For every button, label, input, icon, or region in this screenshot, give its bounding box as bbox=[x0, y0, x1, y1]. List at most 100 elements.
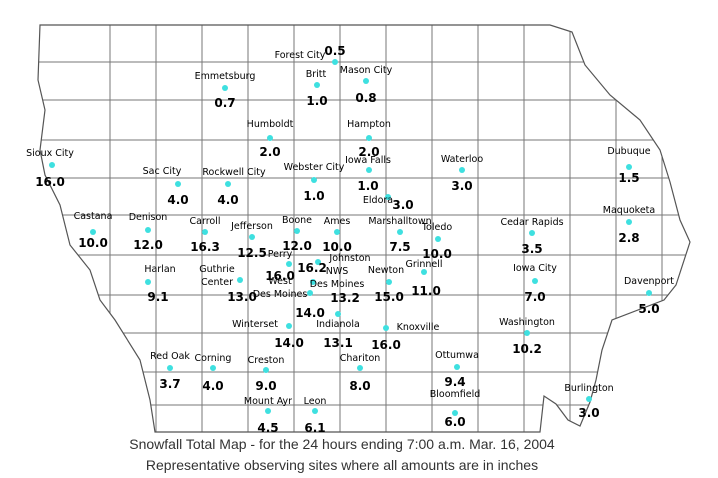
station-name: Burlington bbox=[564, 383, 613, 394]
station-name: Castana bbox=[74, 211, 113, 222]
snowfall-amount: 16.3 bbox=[190, 240, 220, 254]
snowfall-amount: 14.0 bbox=[274, 336, 304, 350]
station-name: Dubuque bbox=[607, 146, 650, 157]
snowfall-amount: 2.0 bbox=[259, 145, 280, 159]
station-dot bbox=[366, 167, 372, 173]
station-dot bbox=[265, 408, 271, 414]
snowfall-amount: 1.0 bbox=[357, 179, 378, 193]
snowfall-amount: 4.5 bbox=[257, 421, 278, 435]
station-dot bbox=[175, 181, 181, 187]
snowfall-amount: 9.0 bbox=[255, 379, 276, 393]
snowfall-amount: 0.7 bbox=[214, 96, 235, 110]
station-dot bbox=[421, 269, 427, 275]
station-name: Webster City bbox=[284, 162, 345, 173]
station-name: Carroll bbox=[190, 216, 221, 227]
station-dot bbox=[524, 330, 530, 336]
station-name: Winterset bbox=[232, 319, 278, 330]
station-dot bbox=[626, 219, 632, 225]
station-name: Boone bbox=[282, 215, 312, 226]
station-name: West bbox=[268, 276, 292, 287]
station-dot bbox=[435, 236, 441, 242]
snowfall-amount: 2.8 bbox=[618, 231, 639, 245]
snowfall-amount: 3.5 bbox=[521, 242, 542, 256]
station-dot bbox=[586, 396, 592, 402]
station-name: Center bbox=[201, 277, 233, 288]
station-name: Humboldt bbox=[247, 119, 294, 130]
station-dot bbox=[210, 365, 216, 371]
station-name: Leon bbox=[304, 396, 327, 407]
snowfall-amount: 12.0 bbox=[282, 239, 312, 253]
station-name: Grinnell bbox=[405, 259, 442, 270]
state-outline bbox=[37, 24, 691, 433]
station-dot bbox=[263, 367, 269, 373]
station-name: Guthrie bbox=[199, 264, 235, 275]
snowfall-amount: 3.7 bbox=[159, 377, 180, 391]
station-dot bbox=[332, 59, 338, 65]
station-name: Sac City bbox=[143, 166, 182, 177]
station-name: Perry bbox=[268, 249, 293, 260]
station-dot bbox=[90, 229, 96, 235]
snowfall-amount: 9.4 bbox=[444, 375, 465, 389]
station-name: Red Oak bbox=[150, 351, 190, 362]
station-name: Emmetsburg bbox=[195, 71, 256, 82]
station-name: Toledo bbox=[421, 222, 453, 233]
snowfall-amount: 4.0 bbox=[202, 379, 223, 393]
station-dot bbox=[386, 279, 392, 285]
station-name: Sioux City bbox=[26, 148, 74, 159]
snowfall-amount: 13.0 bbox=[227, 290, 257, 304]
snowfall-amount: 13.1 bbox=[323, 336, 353, 350]
station-name: Iowa Falls bbox=[345, 155, 391, 166]
snowfall-amount: 6.1 bbox=[304, 421, 325, 435]
map-title: Snowfall Total Map - for the 24 hours en… bbox=[129, 436, 555, 452]
snowfall-amount: 1.0 bbox=[303, 189, 324, 203]
station-name: Forest City bbox=[275, 50, 326, 61]
station-dot bbox=[532, 278, 538, 284]
snowfall-amount: 0.5 bbox=[324, 44, 345, 58]
station-dot bbox=[334, 229, 340, 235]
station-dot bbox=[459, 167, 465, 173]
station-name: Marshalltown bbox=[368, 216, 431, 227]
station-dot bbox=[222, 85, 228, 91]
station-dot bbox=[49, 162, 55, 168]
station-name: Rockwell City bbox=[202, 167, 266, 178]
station-name: Maquoketa bbox=[603, 205, 655, 216]
station-name: Jefferson bbox=[230, 221, 273, 232]
station-dot bbox=[249, 234, 255, 240]
station-name: Davenport bbox=[624, 276, 674, 287]
station-dot bbox=[312, 408, 318, 414]
station-name: Indianola bbox=[316, 319, 360, 330]
snowfall-amount: 7.5 bbox=[389, 240, 410, 254]
station-dot bbox=[626, 164, 632, 170]
snowfall-amount: 5.0 bbox=[638, 302, 659, 316]
station-dot bbox=[267, 135, 273, 141]
station-dot bbox=[202, 229, 208, 235]
station-dot bbox=[366, 135, 372, 141]
snowfall-amount: 16.2 bbox=[297, 261, 327, 275]
station-name: Hampton bbox=[347, 119, 391, 130]
snowfall-amount: 3.0 bbox=[578, 406, 599, 420]
station-dot bbox=[145, 279, 151, 285]
snowfall-amount: 6.0 bbox=[444, 415, 465, 429]
station-name: Cedar Rapids bbox=[500, 217, 563, 228]
station-name: Iowa City bbox=[513, 263, 557, 274]
station-dot bbox=[225, 181, 231, 187]
snowfall-amount: 1.5 bbox=[618, 171, 639, 185]
station-name: Bloomfield bbox=[430, 389, 481, 400]
snowfall-amount: 16.0 bbox=[265, 269, 295, 283]
snowfall-amount: 0.8 bbox=[355, 91, 376, 105]
snowfall-amount: 10.0 bbox=[422, 247, 452, 261]
station-dot bbox=[145, 227, 151, 233]
snowfall-amount: 10.2 bbox=[512, 342, 542, 356]
snowfall-amount: 10.0 bbox=[78, 236, 108, 250]
snowfall-amount: 14.0 bbox=[295, 306, 325, 320]
snowfall-amount: 8.0 bbox=[349, 379, 370, 393]
station-dot bbox=[646, 290, 652, 296]
station-dot bbox=[454, 364, 460, 370]
station-name: Mount Ayr bbox=[244, 396, 292, 407]
station-name: Ames bbox=[324, 216, 351, 227]
station-dot bbox=[529, 230, 535, 236]
station-name: Britt bbox=[306, 69, 327, 80]
snowfall-amount: 10.0 bbox=[322, 240, 352, 254]
